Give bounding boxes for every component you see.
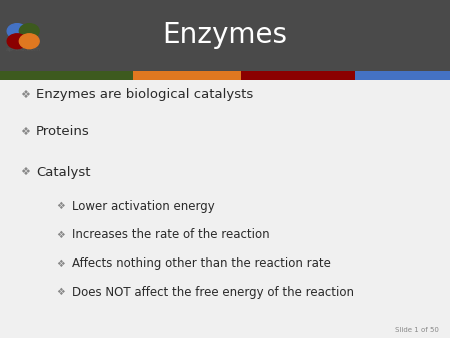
Text: ❖: ❖: [56, 259, 65, 269]
Text: Catalyst: Catalyst: [36, 166, 90, 179]
Text: Lower activation energy: Lower activation energy: [72, 200, 215, 213]
Circle shape: [19, 34, 39, 49]
Text: ap-bio.com: ap-bio.com: [6, 47, 41, 51]
Circle shape: [19, 24, 39, 39]
FancyBboxPatch shape: [0, 71, 133, 80]
Text: Enzymes: Enzymes: [162, 22, 288, 49]
Circle shape: [7, 24, 27, 39]
Text: Slide 1 of 50: Slide 1 of 50: [395, 327, 439, 333]
FancyBboxPatch shape: [241, 71, 356, 80]
Text: Enzymes are biological catalysts: Enzymes are biological catalysts: [36, 88, 253, 101]
Text: ❖: ❖: [20, 127, 30, 137]
FancyBboxPatch shape: [356, 71, 450, 80]
Text: Affects nothing other than the reaction rate: Affects nothing other than the reaction …: [72, 257, 331, 270]
Text: ❖: ❖: [56, 287, 65, 297]
Text: Proteins: Proteins: [36, 125, 90, 138]
Text: ❖: ❖: [56, 230, 65, 240]
Text: ❖: ❖: [20, 90, 30, 100]
Text: ❖: ❖: [56, 201, 65, 211]
Text: Does NOT affect the free energy of the reaction: Does NOT affect the free energy of the r…: [72, 286, 354, 299]
Text: Increases the rate of the reaction: Increases the rate of the reaction: [72, 228, 270, 241]
Text: ❖: ❖: [20, 167, 30, 177]
Circle shape: [7, 34, 27, 49]
FancyBboxPatch shape: [0, 0, 450, 71]
FancyBboxPatch shape: [133, 71, 241, 80]
